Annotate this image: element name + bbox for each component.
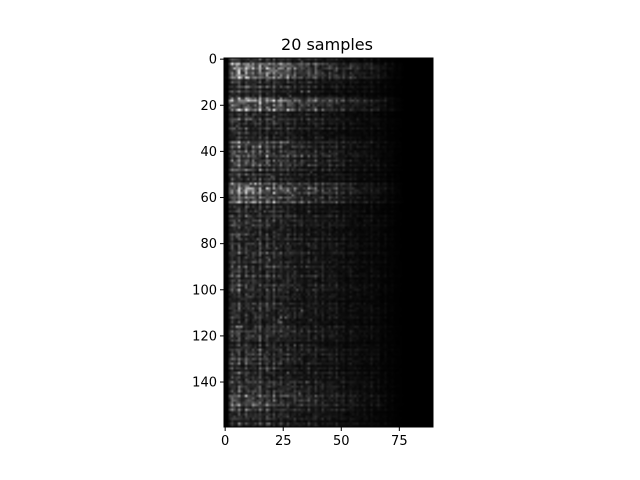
chart-title: 20 samples [281, 35, 373, 54]
y-tick-label: 120 [192, 329, 217, 344]
y-tick-label: 140 [192, 376, 217, 391]
y-axis: 0 20 40 60 80 100 120 140 [192, 53, 224, 391]
x-tick-label: 50 [333, 434, 350, 449]
y-tick-label: 100 [192, 283, 217, 298]
x-tick-label: 0 [221, 434, 229, 449]
x-axis: 0 25 50 75 [221, 427, 408, 449]
plot-area [223, 57, 434, 428]
x-tick-label: 75 [391, 434, 408, 449]
y-tick-label: 20 [200, 99, 217, 114]
y-tick-label: 0 [209, 53, 217, 68]
y-tick-label: 80 [200, 237, 217, 252]
y-tick-label: 60 [200, 191, 217, 206]
y-tick-label: 40 [200, 145, 217, 160]
heatmap-image [224, 58, 433, 427]
x-tick-label: 25 [275, 434, 292, 449]
axes-frame [223, 57, 434, 428]
